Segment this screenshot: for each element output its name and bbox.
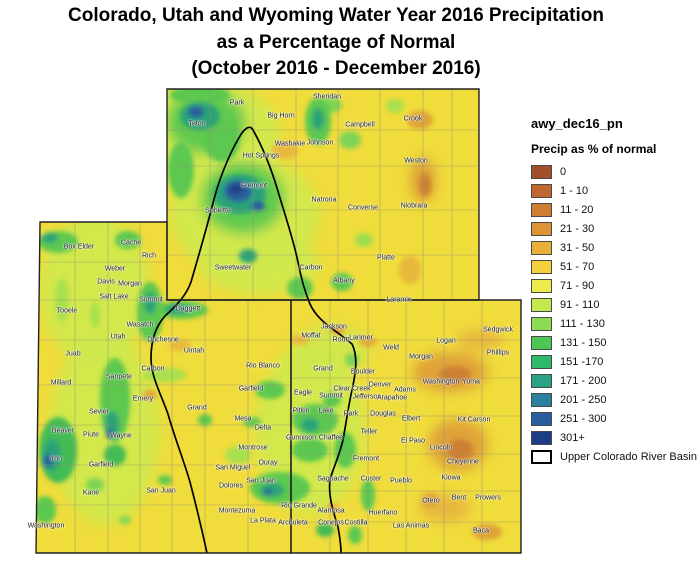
title-line-2: as a Percentage of Normal <box>216 31 456 53</box>
legend-item-label: 171 - 200 <box>560 375 607 387</box>
legend-swatch <box>531 260 552 274</box>
legend-subtitle: Precip as % of normal <box>531 142 657 156</box>
legend-swatch <box>531 450 552 464</box>
legend-item-label: 71 - 90 <box>560 280 595 292</box>
legend-item: 131 - 150 <box>531 336 699 350</box>
legend-item: 111 - 130 <box>531 317 699 331</box>
legend-item: 11 - 20 <box>531 203 699 217</box>
legend-item-label: 11 - 20 <box>560 204 594 216</box>
legend-item: 31 - 50 <box>531 241 699 255</box>
legend-layer-name: awy_dec16_pn <box>531 116 623 131</box>
title-line-1: Colorado, Utah and Wyoming Water Year 20… <box>68 5 604 26</box>
title-line-3: (October 2016 - December 2016) <box>191 58 481 80</box>
legend-item: 1 - 10 <box>531 184 699 198</box>
legend-swatch <box>531 317 552 331</box>
legend-item: 21 - 30 <box>531 222 699 236</box>
legend-item: 71 - 90 <box>531 279 699 293</box>
legend-item: Upper Colorado River Basin <box>531 450 699 464</box>
legend-item-label: 201 - 250 <box>560 394 607 406</box>
legend-swatch <box>531 184 552 198</box>
legend-item-label: 301+ <box>560 432 585 444</box>
legend-item: 201 - 250 <box>531 393 699 407</box>
legend-item: 251 - 300 <box>531 412 699 426</box>
legend-item: 51 - 70 <box>531 260 699 274</box>
legend-item-label: 151 -170 <box>560 356 604 368</box>
legend-item: 171 - 200 <box>531 374 699 388</box>
legend-swatch <box>531 355 552 369</box>
legend-swatch <box>531 298 552 312</box>
legend-item-label: 91 - 110 <box>560 299 600 311</box>
legend-swatch <box>531 222 552 236</box>
legend-swatch <box>531 336 552 350</box>
legend-item-label: Upper Colorado River Basin <box>560 451 697 463</box>
legend-item: 301+ <box>531 431 699 445</box>
legend-swatch <box>531 431 552 445</box>
legend-items: 0 1 - 10 11 - 20 21 - 30 31 - 50 51 - 70 71 - … <box>531 165 699 464</box>
legend-swatch <box>531 279 552 293</box>
precip-raster <box>36 89 521 553</box>
legend-item-label: 31 - 50 <box>560 242 595 254</box>
legend-item-label: 111 - 130 <box>560 318 605 330</box>
legend-swatch <box>531 203 552 217</box>
legend-item: 151 -170 <box>531 355 699 369</box>
legend-item-label: 51 - 70 <box>560 261 595 273</box>
legend-item: 91 - 110 <box>531 298 699 312</box>
county-borders <box>36 89 521 553</box>
legend-swatch <box>531 165 552 179</box>
legend-swatch <box>531 412 552 426</box>
legend-swatch <box>531 241 552 255</box>
legend-item-label: 251 - 300 <box>560 413 607 425</box>
legend: awy_dec16_pn Precip as % of normal 0 1 - … <box>531 116 699 469</box>
legend-item-label: 21 - 30 <box>560 223 595 235</box>
legend-item-label: 131 - 150 <box>560 337 607 349</box>
map-title: Colorado, Utah and Wyoming Water Year 20… <box>0 3 672 83</box>
legend-item-label: 0 <box>560 166 567 178</box>
legend-swatch <box>531 374 552 388</box>
legend-item: 0 <box>531 165 699 179</box>
legend-swatch <box>531 393 552 407</box>
legend-item-label: 1 - 10 <box>560 185 589 197</box>
state-borders <box>35 88 522 554</box>
basin-outline <box>150 126 357 554</box>
